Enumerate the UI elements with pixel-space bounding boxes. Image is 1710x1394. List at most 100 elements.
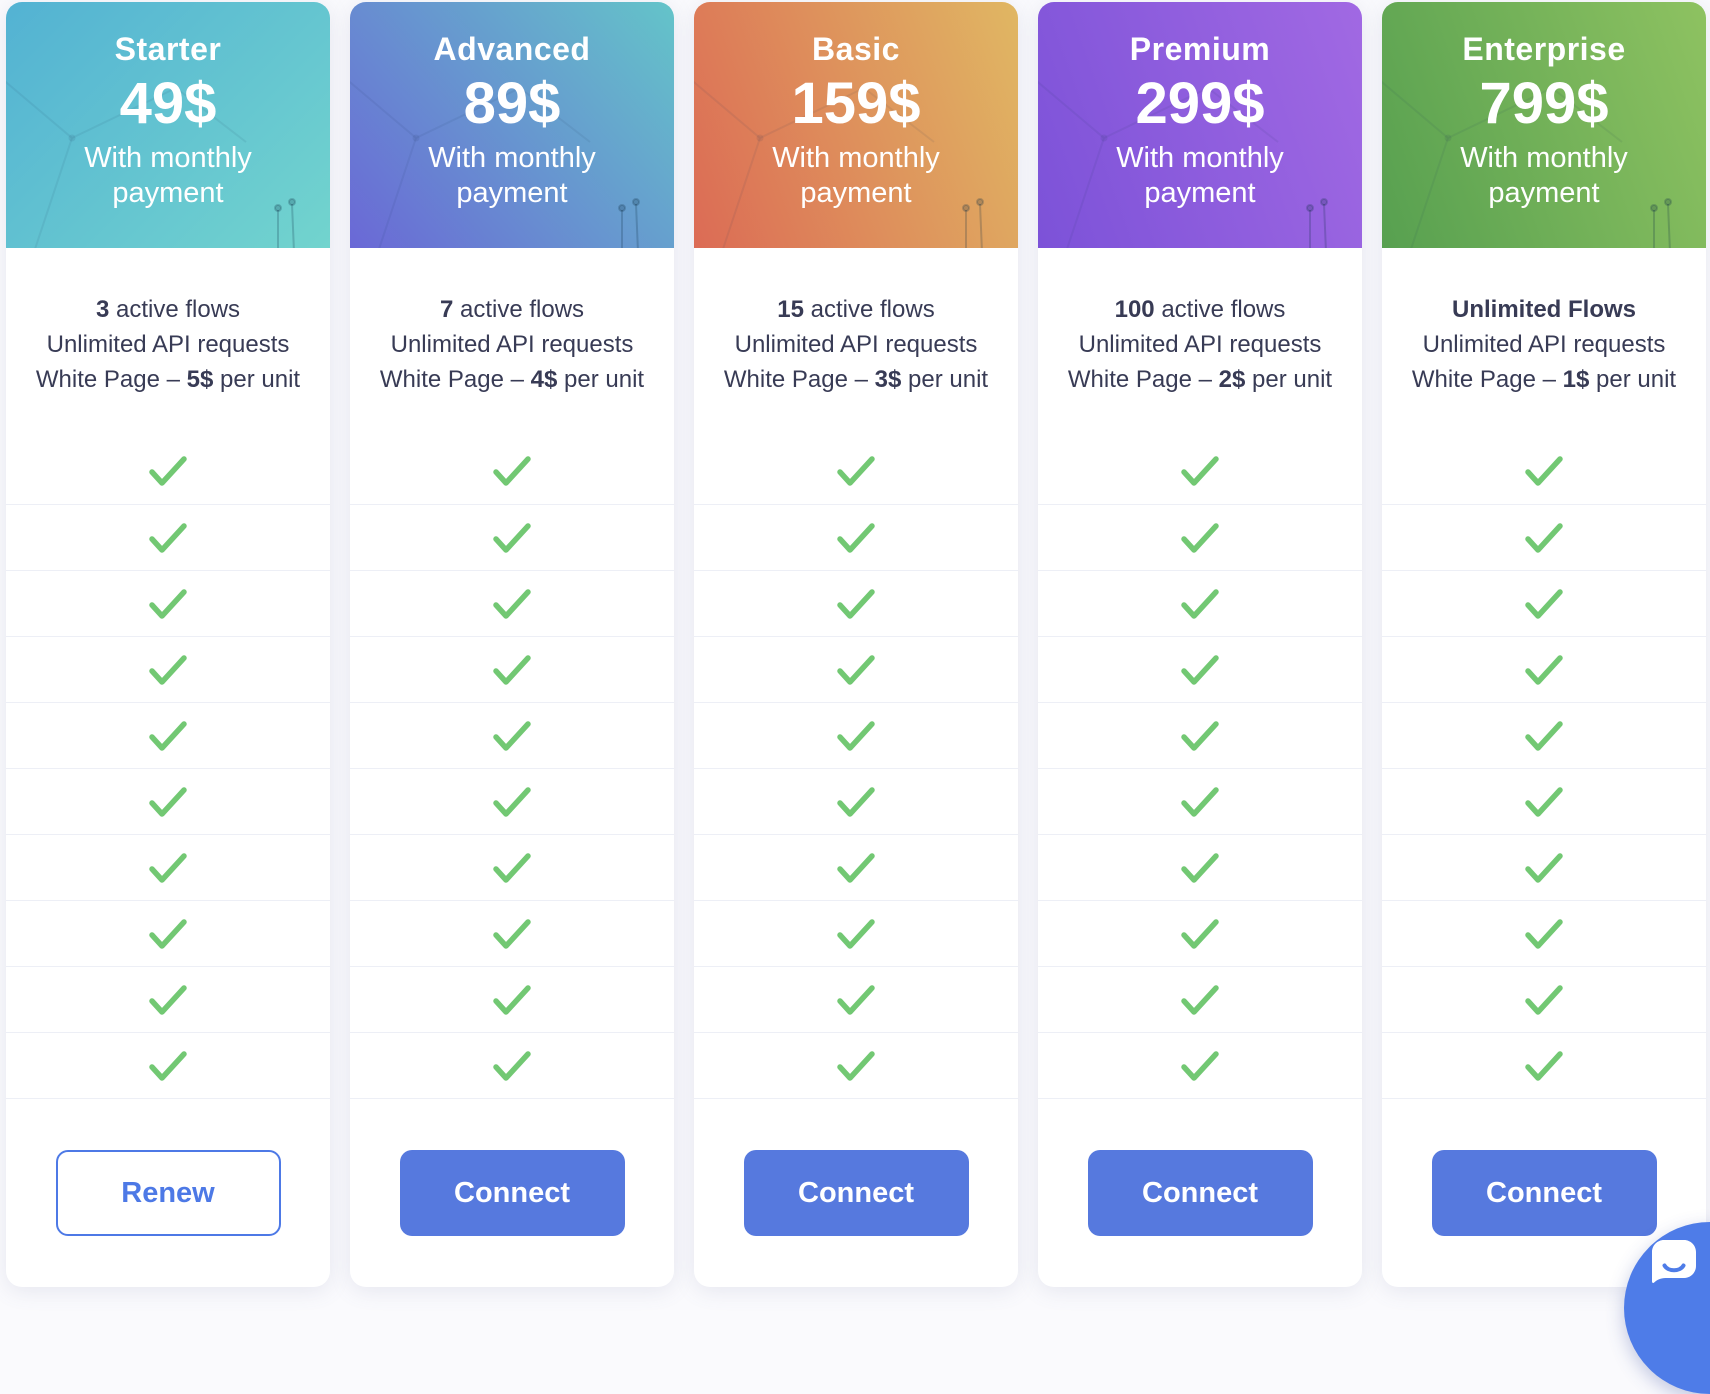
plan-action: Connect	[1038, 1099, 1362, 1287]
checkmark-icon	[1525, 1050, 1563, 1081]
check-row	[1382, 570, 1706, 636]
connect-button[interactable]: Connect	[743, 1150, 969, 1236]
checkmark-icon	[837, 918, 875, 949]
feature-white-page: White Page – 1$ per unit	[1382, 362, 1706, 397]
feature-flows: 15 active flows	[694, 292, 1018, 327]
plan-name: Starter	[114, 31, 222, 67]
check-row	[1038, 1032, 1362, 1098]
plan-card-advanced: Advanced 89$ With monthly payment 7 acti…	[350, 2, 674, 1287]
plan-features: Unlimited Flows Unlimited API requests W…	[1382, 248, 1706, 397]
feature-check-list	[6, 438, 330, 1099]
connect-button[interactable]: Connect	[1431, 1150, 1657, 1236]
checkmark-icon	[149, 852, 187, 883]
white-page-text: White Page –	[723, 366, 875, 393]
checkmark-icon	[1181, 984, 1219, 1015]
feature-check-list	[1038, 438, 1362, 1099]
check-row	[1382, 900, 1706, 966]
plan-billing-note: With monthly payment	[772, 142, 940, 209]
check-row	[6, 834, 330, 900]
header-pattern	[6, 80, 296, 248]
white-page-unit: per unit	[1245, 366, 1333, 393]
plan-billing-note: With monthly payment	[428, 142, 596, 209]
checkmark-icon	[1525, 984, 1563, 1015]
plan-features: 100 active flows Unlimited API requests …	[1038, 248, 1362, 397]
checkmark-icon	[1181, 456, 1219, 486]
plan-billing-note: With monthly payment	[84, 142, 252, 209]
plan-card-starter: Starter 49$ With monthly payment 3 activ…	[6, 2, 330, 1287]
plan-price: 89$	[463, 71, 561, 136]
checkmark-icon	[1525, 588, 1563, 619]
checkmark-icon	[149, 522, 187, 553]
checkmark-icon	[837, 852, 875, 883]
checkmark-icon	[149, 1050, 187, 1081]
check-row	[694, 900, 1018, 966]
checkmark-icon	[149, 654, 187, 685]
white-page-unit: per unit	[557, 366, 645, 393]
check-row	[694, 834, 1018, 900]
plan-features: 7 active flows Unlimited API requests Wh…	[350, 248, 674, 397]
plan-billing-note: With monthly payment	[1116, 142, 1284, 209]
white-page-unit: per unit	[213, 366, 301, 393]
plan-price: 159$	[791, 71, 921, 136]
checkmark-icon	[1181, 852, 1219, 883]
plan-name: Advanced	[433, 31, 591, 67]
feature-api: Unlimited API requests	[46, 331, 290, 358]
feature-api: Unlimited API requests	[390, 331, 634, 358]
checkmark-icon	[493, 522, 531, 553]
check-row	[1382, 834, 1706, 900]
checkmark-icon	[837, 588, 875, 619]
checkmark-icon	[1525, 522, 1563, 553]
check-row	[1382, 504, 1706, 570]
checkmark-icon	[493, 720, 531, 751]
check-row	[694, 1032, 1018, 1098]
check-row	[694, 966, 1018, 1032]
checkmark-icon	[149, 984, 187, 1015]
feature-white-page: White Page – 4$ per unit	[350, 362, 674, 397]
check-row	[350, 570, 674, 636]
white-page-price: 5$	[186, 366, 214, 393]
checkmark-icon	[837, 720, 875, 751]
feature-flows-count: Unlimited Flows	[1451, 296, 1636, 323]
checkmark-icon	[493, 456, 531, 486]
check-row	[694, 768, 1018, 834]
check-row	[350, 504, 674, 570]
checkmark-icon	[493, 786, 531, 817]
check-row	[1038, 834, 1362, 900]
chat-bubble-smile-icon	[1652, 1240, 1696, 1283]
checkmark-icon	[1181, 720, 1219, 751]
header-pattern	[694, 80, 984, 248]
header-pattern	[350, 80, 640, 248]
checkmark-icon	[1181, 918, 1219, 949]
check-row	[694, 570, 1018, 636]
checkmark-icon	[1181, 654, 1219, 685]
white-page-price: 2$	[1218, 366, 1246, 393]
plan-features: 3 active flows Unlimited API requests Wh…	[6, 248, 330, 397]
checkmark-icon	[1525, 654, 1563, 685]
check-row	[694, 438, 1018, 504]
connect-button[interactable]: Connect	[399, 1150, 625, 1236]
check-row	[6, 900, 330, 966]
plan-name: Basic	[812, 31, 900, 67]
feature-check-list	[350, 438, 674, 1099]
check-row	[694, 636, 1018, 702]
checkmark-icon	[1525, 852, 1563, 883]
feature-api: Unlimited API requests	[1078, 331, 1322, 358]
checkmark-icon	[149, 720, 187, 751]
feature-flows-count: 7	[439, 296, 454, 323]
white-page-price: 1$	[1562, 366, 1590, 393]
white-page-text: White Page –	[35, 366, 187, 393]
white-page-price: 4$	[530, 366, 558, 393]
connect-button[interactable]: Connect	[1087, 1150, 1313, 1236]
white-page-unit: per unit	[1589, 366, 1677, 393]
feature-flows-count: 3	[95, 296, 110, 323]
checkmark-icon	[837, 786, 875, 817]
checkmark-icon	[1181, 786, 1219, 817]
checkmark-icon	[1181, 522, 1219, 553]
renew-button[interactable]: Renew	[55, 1150, 281, 1236]
feature-flows: 3 active flows	[6, 292, 330, 327]
plan-price: 49$	[119, 71, 217, 136]
check-row	[1382, 1032, 1706, 1098]
check-row	[6, 1032, 330, 1098]
check-row	[1038, 966, 1362, 1032]
checkmark-icon	[837, 984, 875, 1015]
